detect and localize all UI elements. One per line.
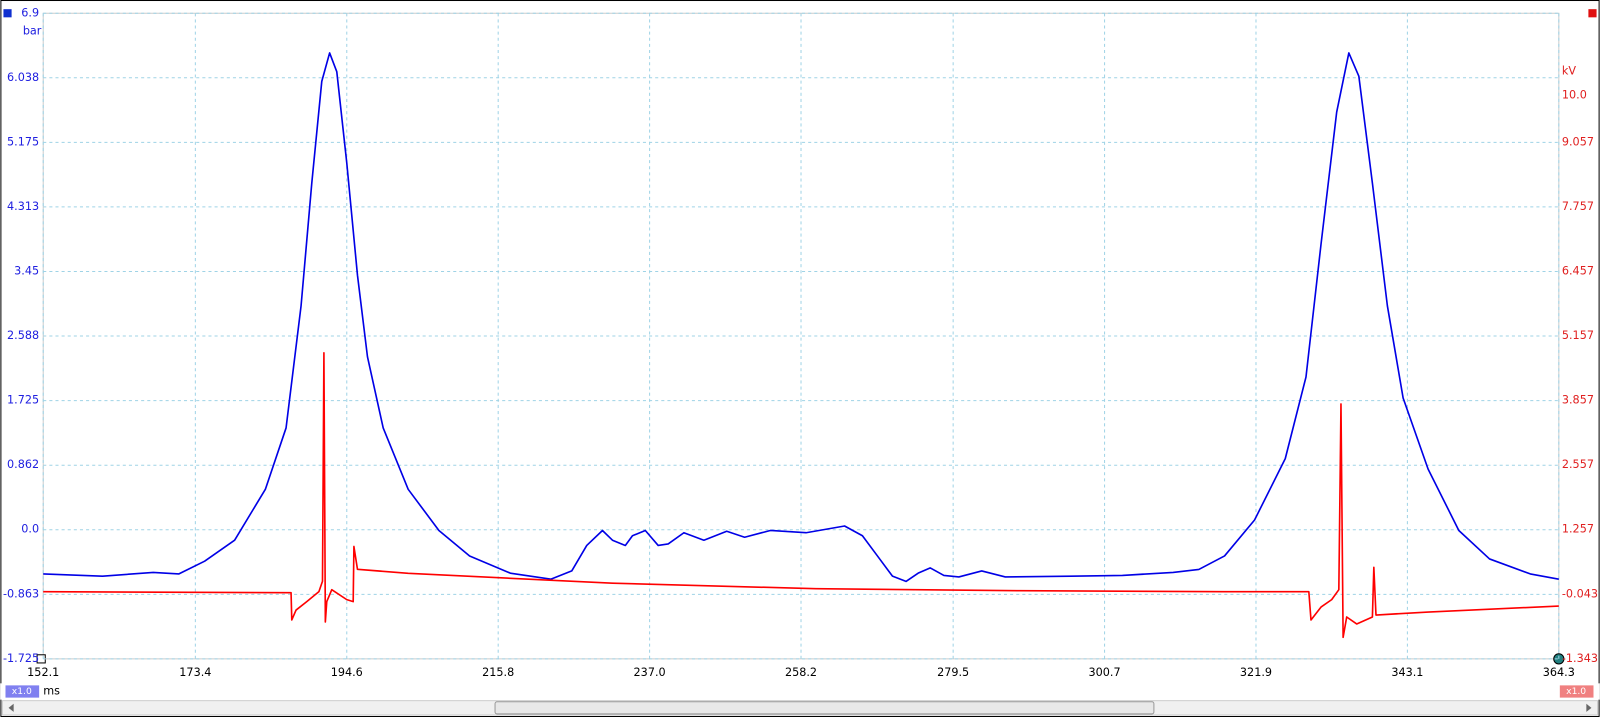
- y-tick-label: 0.862: [7, 458, 39, 471]
- y-tick-label: 3.45: [14, 265, 39, 278]
- y2-tick-label: 3.857: [1562, 394, 1594, 407]
- y2-zoom-badge[interactable]: [1559, 685, 1594, 698]
- x-tick-label: 321.9: [1240, 666, 1272, 679]
- y-tick-label: 1.725: [7, 394, 39, 407]
- y2-tick-label: -1.343: [1562, 652, 1598, 665]
- axis-bar: [0, 683, 1600, 700]
- y-tick-label: 0.0: [21, 523, 39, 536]
- y2-tick-label: -0.043: [1562, 587, 1598, 600]
- scroll-right[interactable]: [1586, 703, 1592, 712]
- x-tick-label: 215.8: [482, 666, 514, 679]
- channel-b-marker[interactable]: [1588, 9, 1597, 18]
- y2-tick-label: 2.557: [1562, 458, 1594, 471]
- y2-tick-label: 6.457: [1562, 265, 1594, 278]
- y-tick-label: -1.725: [3, 652, 39, 665]
- x-tick-label: 364.3: [1543, 666, 1575, 679]
- trace: [43, 52, 1559, 583]
- y2-tick-label: 1.257: [1562, 523, 1594, 536]
- y2-tick-label: 10.0: [1562, 89, 1587, 102]
- y2-zoom[interactable]: x1.0: [1566, 686, 1586, 697]
- y-tick-label: 4.313: [7, 200, 39, 213]
- x-tick-label: 194.6: [331, 666, 363, 679]
- y-unit: bar: [23, 25, 42, 38]
- y2-tick-label: 9.057: [1562, 135, 1594, 148]
- x-zoom[interactable]: x1.0: [12, 686, 32, 697]
- y-tick-label: 6.9: [21, 6, 39, 19]
- x-zoom-badge[interactable]: [5, 685, 40, 698]
- x-tick-label: 343.1: [1391, 666, 1423, 679]
- channel-a-marker[interactable]: [3, 9, 12, 18]
- y-tick-label: -0.863: [3, 587, 39, 600]
- y2-tick-label: 5.157: [1562, 329, 1594, 342]
- y-tick-label: 2.588: [7, 329, 39, 342]
- y-tick-label: 5.175: [7, 135, 39, 148]
- y-tick-label: 6.038: [7, 71, 39, 84]
- x-tick-label: 300.7: [1089, 666, 1121, 679]
- x-tick-label: 279.5: [937, 666, 969, 679]
- x-tick-label: 152.1: [27, 666, 59, 679]
- x-unit: ms: [43, 685, 60, 698]
- x-tick-label: 173.4: [179, 666, 211, 679]
- y2-tick-label: 7.757: [1562, 200, 1594, 213]
- grid: [42, 12, 1560, 660]
- scroll-left[interactable]: [8, 703, 14, 712]
- traces: [43, 52, 1559, 639]
- y2-unit: kV: [1562, 64, 1576, 77]
- x-tick-label: 258.2: [785, 666, 817, 679]
- x-tick-label: 237.0: [634, 666, 666, 679]
- scroll-thumb[interactable]: [494, 701, 1155, 715]
- trace: [43, 351, 1559, 639]
